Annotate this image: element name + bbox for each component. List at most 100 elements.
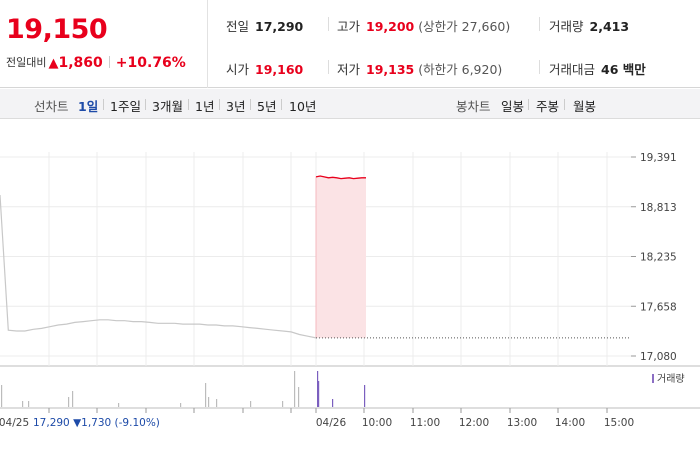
today-line [315, 175, 366, 180]
stat-open: 시가 19,160 [226, 59, 303, 78]
candle-weekly-button[interactable]: 주봉 [536, 99, 560, 114]
divider [188, 99, 189, 110]
volume-bar [180, 403, 182, 407]
stat-value: 19,200 [366, 19, 415, 34]
prev-day-footer: 17,290 ▼1,730 (-9.10%) [33, 417, 160, 429]
change-label: 전일대비 [6, 56, 47, 69]
volume-legend-label: 거래량 [657, 373, 685, 385]
stat-sub: (상한가 27,660) [418, 19, 511, 34]
stat-value: 19,160 [255, 62, 304, 77]
stat-amount: 거래대금 46 백만 [549, 59, 646, 78]
stat-value: 46 백만 [601, 62, 646, 77]
divider [564, 99, 565, 110]
stat-low: 저가 19,135 (하한가 6,920) [337, 59, 502, 78]
period-3y-button[interactable]: 3년 [226, 99, 246, 114]
stat-value: 19,135 [366, 62, 415, 77]
x-tick-label: 04/26 [316, 417, 347, 429]
prev-day-line [0, 194, 317, 339]
stat-high: 고가 19,200 (상한가 27,660) [337, 16, 510, 35]
x-tick-label: 11:00 [410, 417, 440, 429]
volume-bar [318, 381, 320, 407]
x-tick-label: 15:00 [604, 417, 634, 429]
candle-daily-button[interactable]: 일봉 [501, 99, 525, 114]
today-shade [315, 176, 366, 338]
y-tick-label: 18,813 [640, 202, 677, 214]
divider [145, 99, 146, 110]
quote-header: 19,150 전일대비 ▲1,860 +10.76% 전일 17,290 고가 19,2… [0, 0, 700, 88]
volume-bar [72, 391, 74, 407]
volume-bar [317, 371, 319, 407]
period-1y-button[interactable]: 1년 [195, 99, 215, 114]
y-tick-label: 17,080 [640, 351, 677, 363]
x-tick-label: 12:00 [459, 417, 489, 429]
volume-bar [364, 385, 366, 407]
divider [108, 56, 110, 68]
prev-day-summary: 17,290 ▼1,730 (-9.10%) [33, 417, 160, 429]
x-axis-labels: 04/25 04/26 10:00 11:00 12:00 13:00 14:00 15:00 [0, 417, 634, 429]
candle-monthly-button[interactable]: 월봉 [573, 99, 597, 114]
divider [539, 60, 540, 74]
y-tick-label: 18,235 [640, 252, 677, 264]
price-chart[interactable]: 19,391 18,813 18,235 17,658 17,080 04/25 04/2… [0, 120, 700, 450]
volume-bar [332, 399, 334, 407]
divider [539, 17, 540, 31]
divider [281, 99, 282, 110]
volume-bar [68, 397, 70, 407]
volume-bar [205, 383, 207, 407]
volume-bar [294, 371, 296, 407]
divider [328, 17, 329, 31]
stat-label: 거래량 [549, 19, 584, 34]
change-amount: 1,860 [58, 55, 103, 71]
divider [219, 99, 220, 110]
change-row: 전일대비 ▲1,860 +10.76% [6, 54, 186, 71]
period-3m-button[interactable]: 3개월 [152, 99, 183, 114]
stat-prev-close: 전일 17,290 [226, 16, 303, 35]
price-box: 19,150 전일대비 ▲1,860 +10.76% [0, 0, 208, 88]
y-tick-label: 19,391 [640, 152, 677, 164]
stat-value: 2,413 [589, 19, 630, 34]
volume-bar [208, 397, 210, 407]
chart-toolbar: 선차트 1일 1주일 3개월 1년 3년 5년 10년 봉차트 일봉 주봉 월봉 [0, 89, 700, 119]
period-1w-button[interactable]: 1주일 [110, 99, 141, 114]
up-triangle-icon: ▲ [48, 56, 59, 71]
y-axis-labels: 19,391 18,813 18,235 17,658 17,080 [640, 152, 677, 363]
divider [528, 99, 529, 110]
volume-legend: 거래량 [652, 373, 685, 385]
volume-bar [1, 385, 3, 407]
period-1d-button[interactable]: 1일 [78, 99, 99, 114]
x-tick-label: 14:00 [555, 417, 585, 429]
volume-bar [118, 403, 120, 407]
stat-volume: 거래량 2,413 [549, 16, 629, 35]
y-tick-label: 17,658 [640, 301, 677, 313]
change-percent: +10.76% [115, 55, 186, 71]
stat-label: 저가 [337, 62, 361, 77]
stat-label: 거래대금 [549, 62, 596, 77]
line-chart-label: 선차트 [34, 99, 69, 114]
divider [328, 60, 329, 74]
candle-chart-label: 봉차트 [456, 99, 491, 114]
price-lines [0, 175, 631, 339]
volume-bars [1, 371, 366, 407]
today-area [316, 176, 366, 338]
stat-sub: (하한가 6,920) [418, 62, 503, 77]
volume-bar [28, 401, 30, 407]
period-5y-button[interactable]: 5년 [257, 99, 277, 114]
volume-bar [22, 401, 24, 407]
divider [250, 99, 251, 110]
volume-bar [282, 401, 284, 407]
volume-bar [216, 399, 218, 407]
x-tick-label: 04/25 [0, 417, 29, 429]
divider [103, 99, 104, 110]
stat-value: 17,290 [255, 19, 304, 34]
stat-label: 시가 [226, 62, 250, 77]
volume-bar [298, 387, 300, 407]
volume-bar [250, 401, 252, 407]
stat-label: 전일 [226, 19, 250, 34]
x-tick-label: 10:00 [362, 417, 392, 429]
period-10y-button[interactable]: 10년 [289, 99, 317, 114]
stat-label: 고가 [337, 19, 361, 34]
x-tick-label: 13:00 [507, 417, 537, 429]
current-price: 19,150 [6, 14, 108, 45]
volume-legend-swatch [652, 374, 654, 383]
